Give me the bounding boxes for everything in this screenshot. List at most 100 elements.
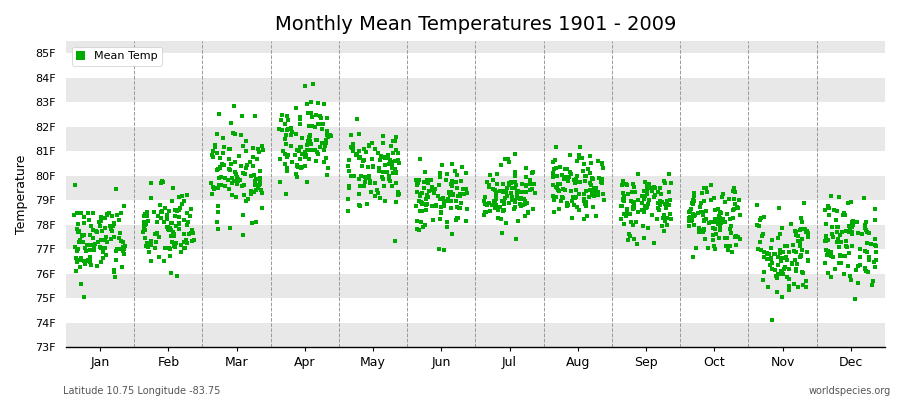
Mean Temp [559, 174, 573, 180]
Mean Temp [433, 173, 447, 180]
Mean Temp [441, 198, 455, 204]
Mean Temp [624, 198, 638, 204]
Mean Temp [392, 191, 406, 198]
Mean Temp [830, 224, 844, 230]
Mean Temp [517, 196, 531, 202]
Mean Temp [651, 200, 665, 206]
Mean Temp [570, 179, 584, 185]
Mean Temp [821, 248, 835, 254]
Mean Temp [388, 238, 402, 244]
Mean Temp [626, 206, 640, 212]
Mean Temp [796, 270, 810, 276]
Mean Temp [507, 205, 521, 212]
Mean Temp [302, 109, 316, 116]
Mean Temp [572, 152, 587, 158]
Mean Temp [567, 194, 581, 201]
Mean Temp [869, 243, 884, 249]
Mean Temp [635, 193, 650, 200]
Mean Temp [588, 187, 602, 194]
Mean Temp [86, 209, 101, 216]
Mean Temp [696, 211, 710, 218]
Mean Temp [428, 203, 443, 210]
Mean Temp [167, 243, 182, 250]
Mean Temp [760, 284, 775, 290]
Mean Temp [224, 180, 238, 187]
Mean Temp [819, 238, 833, 244]
Mean Temp [94, 244, 109, 251]
Mean Temp [583, 170, 598, 176]
Mean Temp [492, 204, 507, 210]
Mean Temp [634, 207, 649, 214]
Mean Temp [279, 132, 293, 138]
Mean Temp [215, 135, 230, 142]
Mean Temp [164, 227, 178, 233]
Mean Temp [310, 99, 325, 106]
Mean Temp [167, 244, 182, 250]
Mean Temp [776, 271, 790, 277]
Mean Temp [229, 171, 243, 178]
Mean Temp [566, 194, 580, 200]
Mean Temp [562, 168, 577, 175]
Mean Temp [551, 181, 565, 187]
Mean Temp [868, 206, 882, 212]
Mean Temp [846, 218, 860, 225]
Mean Temp [685, 200, 699, 206]
Mean Temp [95, 249, 110, 255]
Mean Temp [75, 233, 89, 240]
Mean Temp [385, 150, 400, 156]
Mean Temp [300, 179, 314, 185]
Mean Temp [647, 184, 662, 191]
Mean Temp [280, 113, 294, 119]
Mean Temp [763, 262, 778, 268]
Mean Temp [707, 216, 722, 222]
Mean Temp [280, 126, 294, 133]
Mean Temp [243, 158, 257, 165]
Mean Temp [493, 216, 508, 222]
Mean Temp [290, 162, 304, 168]
Mean Temp [299, 152, 313, 158]
Mean Temp [627, 200, 642, 207]
Mean Temp [435, 161, 449, 168]
Mean Temp [346, 147, 361, 154]
Mean Temp [486, 176, 500, 183]
Mean Temp [140, 212, 154, 219]
Mean Temp [117, 203, 131, 210]
Mean Temp [564, 188, 579, 194]
Mean Temp [156, 179, 170, 185]
Mean Temp [768, 267, 782, 274]
Mean Temp [321, 132, 336, 138]
Mean Temp [505, 193, 519, 200]
Mean Temp [169, 273, 184, 280]
Mean Temp [819, 246, 833, 253]
Mean Temp [109, 247, 123, 254]
Mean Temp [818, 234, 832, 241]
Mean Temp [770, 262, 785, 268]
Mean Temp [352, 148, 366, 154]
Mean Temp [352, 131, 366, 137]
Mean Temp [150, 219, 165, 226]
Mean Temp [503, 178, 517, 185]
Mean Temp [782, 266, 796, 272]
Mean Temp [364, 140, 379, 146]
Mean Temp [284, 132, 298, 138]
Mean Temp [717, 219, 732, 226]
Mean Temp [794, 226, 808, 232]
Mean Temp [795, 252, 809, 258]
Mean Temp [622, 231, 636, 238]
Mean Temp [163, 225, 177, 231]
Mean Temp [619, 213, 634, 220]
Mean Temp [727, 201, 742, 208]
Mean Temp [409, 177, 423, 184]
Mean Temp [498, 194, 512, 201]
Mean Temp [207, 142, 221, 148]
Mean Temp [365, 163, 380, 169]
Mean Temp [790, 233, 805, 239]
Mean Temp [545, 159, 560, 166]
Mean Temp [545, 193, 560, 200]
Mean Temp [227, 178, 241, 184]
Mean Temp [774, 258, 788, 264]
Mean Temp [204, 180, 219, 186]
Mean Temp [828, 266, 842, 272]
Mean Temp [459, 186, 473, 192]
Mean Temp [793, 242, 807, 249]
